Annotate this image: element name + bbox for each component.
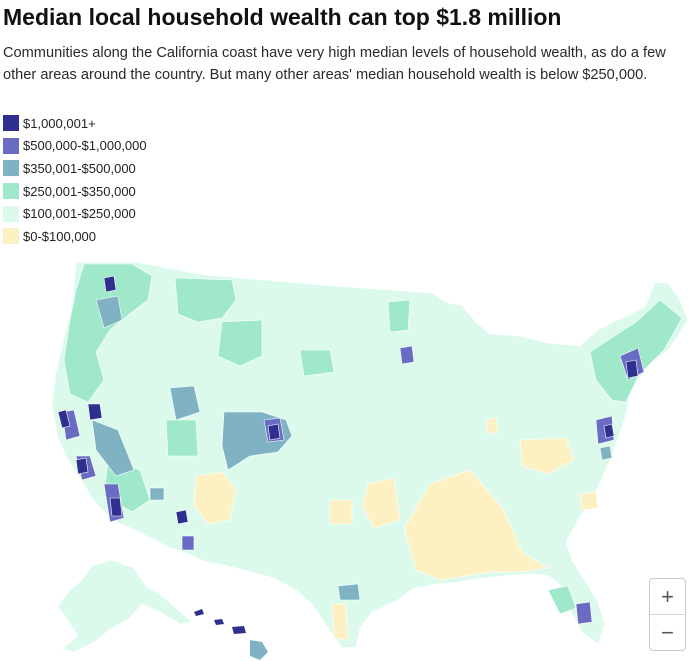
- region-highest: [267, 423, 281, 441]
- region-lowest: [329, 499, 353, 525]
- map-subtitle: Communities along the California coast h…: [3, 45, 666, 83]
- legend-label: $250,001-$350,000: [23, 183, 136, 199]
- map-title: Median local household wealth can top $1…: [3, 4, 562, 30]
- us-choropleth-map[interactable]: [0, 250, 700, 661]
- region-highest: [625, 359, 639, 379]
- legend-swatch: [3, 115, 19, 132]
- region-lowest: [403, 469, 549, 581]
- region-highest: [57, 409, 71, 429]
- legend-item: $250,001-$350,000: [3, 180, 147, 203]
- legend: $1,000,001+ $500,000-$1,000,000 $350,001…: [3, 112, 147, 248]
- region-highest: [103, 275, 117, 293]
- region-lowest: [519, 437, 575, 475]
- legend-swatch: [3, 160, 19, 177]
- hawaii-islands: [194, 609, 246, 634]
- region-upper: [337, 583, 361, 601]
- legend-item: $100,001-$250,000: [3, 202, 147, 225]
- legend-item: $500,000-$1,000,000: [3, 135, 147, 158]
- region-mid-upper: [387, 299, 411, 333]
- legend-item: $0-$100,000: [3, 225, 147, 248]
- legend-label: $0-$100,000: [23, 228, 97, 244]
- region-highest: [87, 403, 103, 421]
- zoom-out-button[interactable]: −: [650, 614, 685, 650]
- legend-swatch: [3, 183, 19, 200]
- legend-swatch: [3, 228, 19, 245]
- region-upper: [149, 487, 165, 501]
- region-lowest: [193, 471, 237, 525]
- region-lowest: [331, 603, 349, 641]
- region-mid-upper: [174, 277, 237, 323]
- region-mid-upper: [547, 585, 577, 615]
- region-mid-upper: [299, 349, 335, 377]
- region-lowest: [361, 477, 401, 529]
- region-highest: [75, 457, 89, 475]
- zoom-in-button[interactable]: +: [661, 583, 674, 609]
- region-upper: [91, 419, 135, 477]
- region-high: [181, 535, 195, 551]
- alaska: [57, 559, 193, 653]
- legend-label: $1,000,001+: [23, 115, 96, 131]
- legend-label: $500,000-$1,000,000: [23, 138, 147, 154]
- region-mid-upper: [165, 419, 199, 457]
- contiguous-us-landmass: [51, 261, 689, 649]
- region-highest: [603, 423, 615, 439]
- region-upper: [599, 445, 613, 461]
- region-highest: [109, 497, 123, 517]
- region-lowest: [485, 417, 499, 435]
- region-mid-upper: [63, 263, 153, 403]
- legend-label: $100,001-$250,000: [23, 206, 136, 222]
- zoom-control: + −: [649, 578, 686, 651]
- hawaii-big-island: [250, 640, 268, 660]
- legend-item: $350,001-$500,000: [3, 157, 147, 180]
- legend-item: $1,000,001+: [3, 112, 147, 135]
- region-high: [575, 601, 593, 625]
- legend-label: $350,001-$500,000: [23, 160, 136, 176]
- region-high: [399, 345, 415, 365]
- legend-swatch: [3, 137, 19, 154]
- region-upper: [169, 385, 201, 421]
- region-highest: [175, 509, 189, 525]
- region-lowest: [579, 491, 599, 511]
- legend-swatch: [3, 205, 19, 222]
- region-upper: [95, 295, 123, 329]
- region-mid-upper: [217, 319, 263, 367]
